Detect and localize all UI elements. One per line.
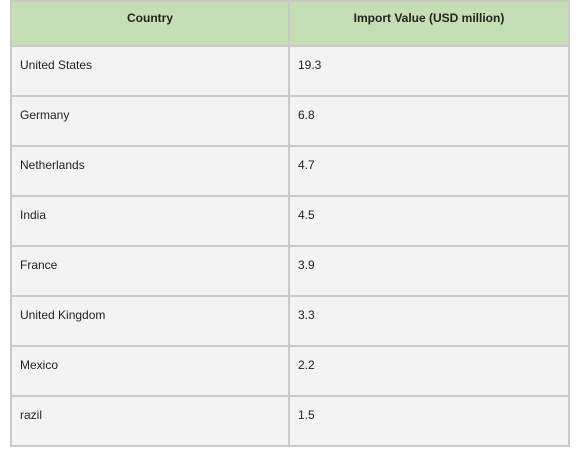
- country-cell: Germany: [10, 95, 290, 147]
- table-row: India 4.5: [10, 195, 570, 247]
- table-header: Country Import Value (USD million): [10, 0, 570, 47]
- column-header-country: Country: [10, 0, 290, 47]
- table-row: United States 19.3: [10, 45, 570, 97]
- table-row: United Kingdom 3.3: [10, 295, 570, 347]
- header-row: Country Import Value (USD million): [10, 0, 570, 47]
- country-cell: India: [10, 195, 290, 247]
- table-row: Germany 6.8: [10, 95, 570, 147]
- table-row: Netherlands 4.7: [10, 145, 570, 197]
- column-header-import-value: Import Value (USD million): [288, 0, 570, 47]
- value-cell: 2.2: [288, 345, 570, 397]
- country-cell: razil: [10, 395, 290, 447]
- country-cell: United Kingdom: [10, 295, 290, 347]
- value-cell: 4.5: [288, 195, 570, 247]
- value-cell: 1.5: [288, 395, 570, 447]
- country-cell: Mexico: [10, 345, 290, 397]
- country-cell: Netherlands: [10, 145, 290, 197]
- table-row: Mexico 2.2: [10, 345, 570, 397]
- table-row: France 3.9: [10, 245, 570, 297]
- value-cell: 4.7: [288, 145, 570, 197]
- import-value-table: Country Import Value (USD million) Unite…: [10, 0, 570, 447]
- value-cell: 6.8: [288, 95, 570, 147]
- value-cell: 3.3: [288, 295, 570, 347]
- import-table-container: Country Import Value (USD million) Unite…: [10, 0, 570, 447]
- table-body: United States 19.3 Germany 6.8 Netherlan…: [10, 45, 570, 447]
- value-cell: 3.9: [288, 245, 570, 297]
- country-cell: United States: [10, 45, 290, 97]
- table-row: razil 1.5: [10, 395, 570, 447]
- value-cell: 19.3: [288, 45, 570, 97]
- country-cell: France: [10, 245, 290, 297]
